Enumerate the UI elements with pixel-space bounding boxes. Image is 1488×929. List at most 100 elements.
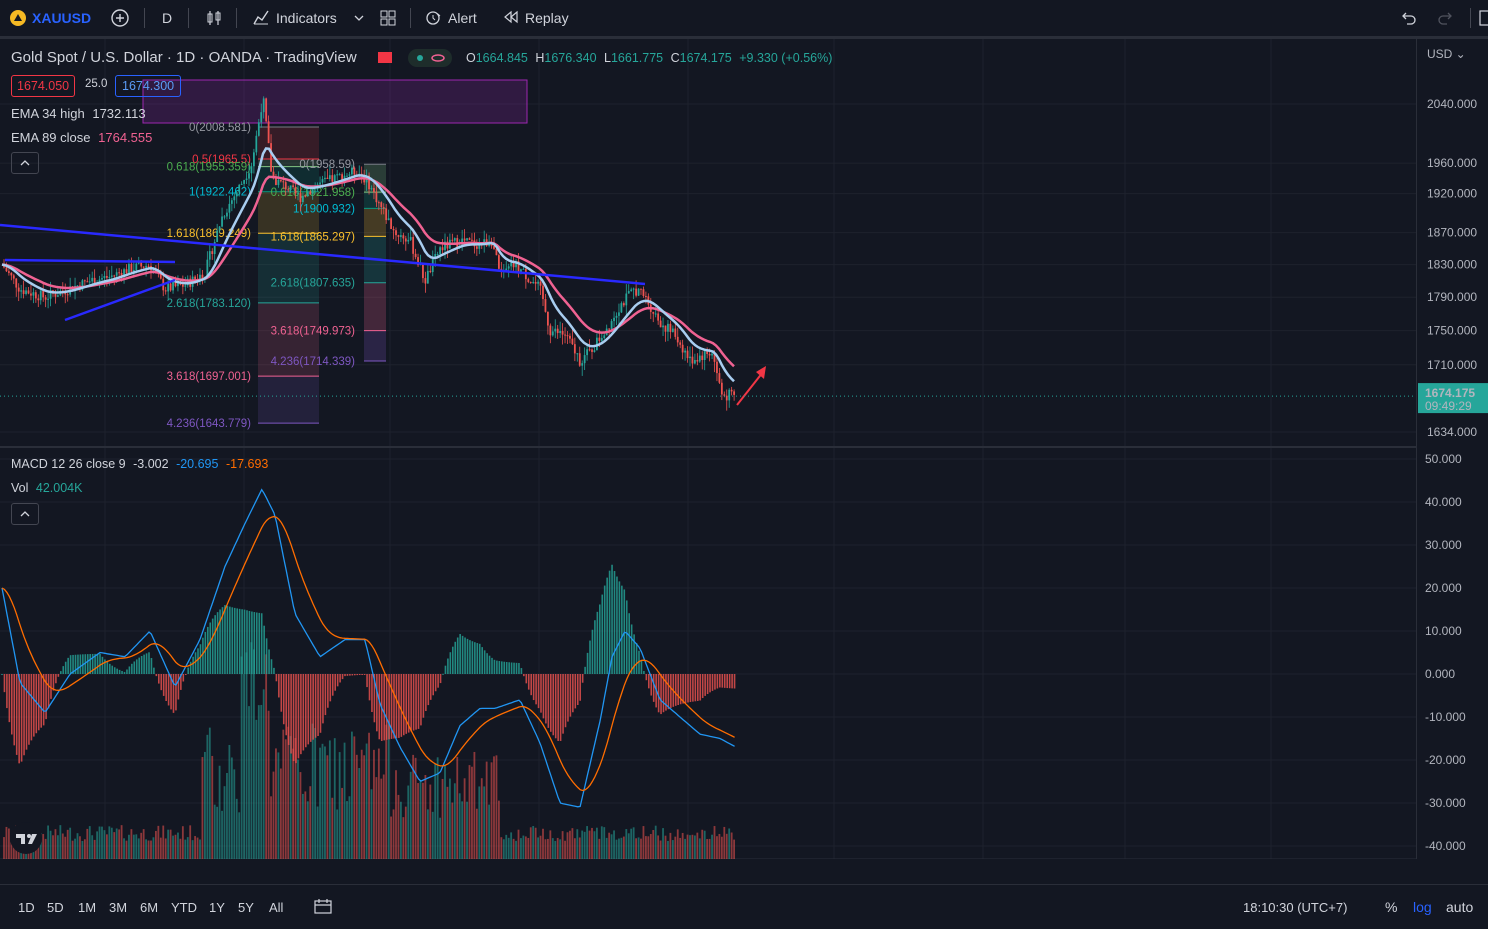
alert-button[interactable]: Alert (424, 0, 477, 36)
price-chart[interactable]: 2022MarMayJulSepNov2023MarMay0(2008.581)… (0, 39, 1416, 859)
macd-histogram-bar (447, 658, 449, 674)
compare-add-icon[interactable] (110, 0, 130, 36)
volume-bar (47, 825, 49, 859)
macd-histogram-bar (677, 674, 679, 705)
clock-readout[interactable]: 18:10:30 (UTC+7) (1243, 899, 1348, 915)
volume-bar (493, 756, 495, 859)
volume-bar (248, 706, 250, 859)
volume-bar (549, 830, 552, 859)
volume-bar (559, 839, 562, 859)
range-button-1d[interactable]: 1D (18, 899, 35, 915)
interval-button[interactable]: D (162, 0, 172, 36)
range-button-ytd[interactable]: YTD (171, 899, 197, 915)
volume-bar (157, 825, 160, 859)
macd-histogram-bar (388, 674, 390, 740)
collapse-legend-button[interactable] (11, 152, 39, 174)
auto-scale-toggle[interactable]: auto (1446, 899, 1474, 915)
range-button-all[interactable]: All (269, 899, 284, 915)
volume-bar (213, 804, 216, 859)
sell-button[interactable]: 1674.050 (11, 75, 76, 97)
undo-icon[interactable] (1398, 0, 1418, 36)
buy-button[interactable]: 1674.300 (115, 75, 182, 97)
macd-histogram-bar (564, 674, 567, 728)
layout-grid-icon[interactable] (378, 0, 398, 36)
candle-body (635, 288, 637, 296)
macd-histogram-bar (25, 674, 28, 750)
volume-bar (404, 806, 407, 859)
macd-histogram-bar (285, 674, 287, 736)
volume-bar (495, 755, 498, 859)
collapse-pane-legend-button[interactable] (11, 503, 39, 525)
range-button-6m[interactable]: 6M (140, 899, 159, 915)
candle-body (88, 281, 91, 283)
macd-histogram-bar (30, 674, 33, 741)
candle-body (581, 363, 584, 366)
candle-body (426, 270, 429, 284)
macd-histogram-bar (616, 576, 618, 674)
chart-type-candles-icon[interactable] (204, 0, 224, 36)
price-scale-axis[interactable]: USD ⌄ 2040.000 1960.000 1920.000 1870.000 183… (1417, 39, 1488, 859)
candle-body (108, 276, 111, 278)
candle-body (103, 276, 106, 279)
macd-histogram-bar (508, 662, 510, 674)
symbol-search-button[interactable]: XAUUSD (10, 0, 91, 36)
volume-legend[interactable]: Vol 42.004K (11, 481, 82, 495)
candle-body (328, 175, 331, 179)
macd-legend[interactable]: MACD 12 26 close 9 -3.002 -20.695 -17.69… (11, 457, 268, 471)
date-range-calendar-icon[interactable] (312, 885, 334, 929)
ema89-legend[interactable]: EMA 89 close 1764.555 (11, 130, 152, 145)
chevron-down-icon[interactable] (353, 0, 365, 36)
candle-body (54, 293, 57, 297)
candle-body (17, 287, 20, 292)
macd-histogram-bar (287, 674, 290, 745)
ema34-legend[interactable]: EMA 34 high 1732.113 (11, 106, 146, 121)
volume-bar (204, 751, 206, 859)
volume-bar (265, 654, 268, 859)
range-button-5y[interactable]: 5Y (238, 899, 254, 915)
fullscreen-icon[interactable] (1478, 0, 1488, 36)
volume-bar (351, 731, 353, 859)
price-scale[interactable]: USD ⌄ 2040.000 1960.000 1920.000 1870.000 183… (1416, 39, 1488, 859)
candle-body (76, 285, 79, 287)
macd-tick-label: 20.000 (1425, 581, 1462, 595)
chart-canvas[interactable]: 2022MarMayJulSepNov2023MarMay0(2008.581)… (0, 39, 1416, 859)
volume-bar (365, 743, 368, 859)
macd-histogram-bar (67, 657, 69, 674)
macd-histogram-bar (510, 662, 513, 674)
candle-body (642, 289, 645, 296)
volume-bar (240, 656, 243, 859)
macd-histogram-bar (711, 674, 714, 691)
range-button-3m[interactable]: 3M (109, 899, 128, 915)
tradingview-logo-icon[interactable] (10, 822, 42, 854)
volume-bar (569, 830, 571, 859)
macd-histogram-bar (545, 674, 547, 724)
macd-histogram-bar (674, 674, 677, 706)
macd-histogram-bar (376, 674, 378, 732)
candle-body (118, 272, 121, 274)
indicators-button[interactable]: Indicators (252, 0, 337, 36)
candle-body (243, 180, 245, 184)
macd-histogram-bar (464, 637, 466, 674)
redo-icon[interactable] (1436, 0, 1456, 36)
volume-bar (223, 786, 226, 859)
macd-histogram-bar (483, 650, 486, 674)
candle-body (37, 298, 40, 301)
macd-histogram-bar (366, 674, 368, 688)
candle-body (698, 355, 701, 362)
volume-bar (341, 787, 343, 859)
percent-scale-toggle[interactable]: % (1385, 899, 1398, 915)
log-scale-toggle[interactable]: log (1413, 899, 1432, 915)
range-button-1y[interactable]: 1Y (209, 899, 225, 915)
replay-button[interactable]: Replay (503, 0, 569, 36)
volume-bar (260, 704, 263, 859)
range-button-1m[interactable]: 1M (78, 899, 97, 915)
candle-body (725, 395, 728, 401)
macd-histogram-bar (224, 605, 226, 674)
candle-body (284, 182, 287, 190)
macd-histogram-bar (197, 648, 199, 674)
range-button-5d[interactable]: 5D (47, 899, 64, 915)
volume-bar (304, 791, 307, 859)
volume-bar (216, 806, 219, 859)
toolbar-divider (236, 8, 237, 28)
candle-body (703, 351, 706, 361)
